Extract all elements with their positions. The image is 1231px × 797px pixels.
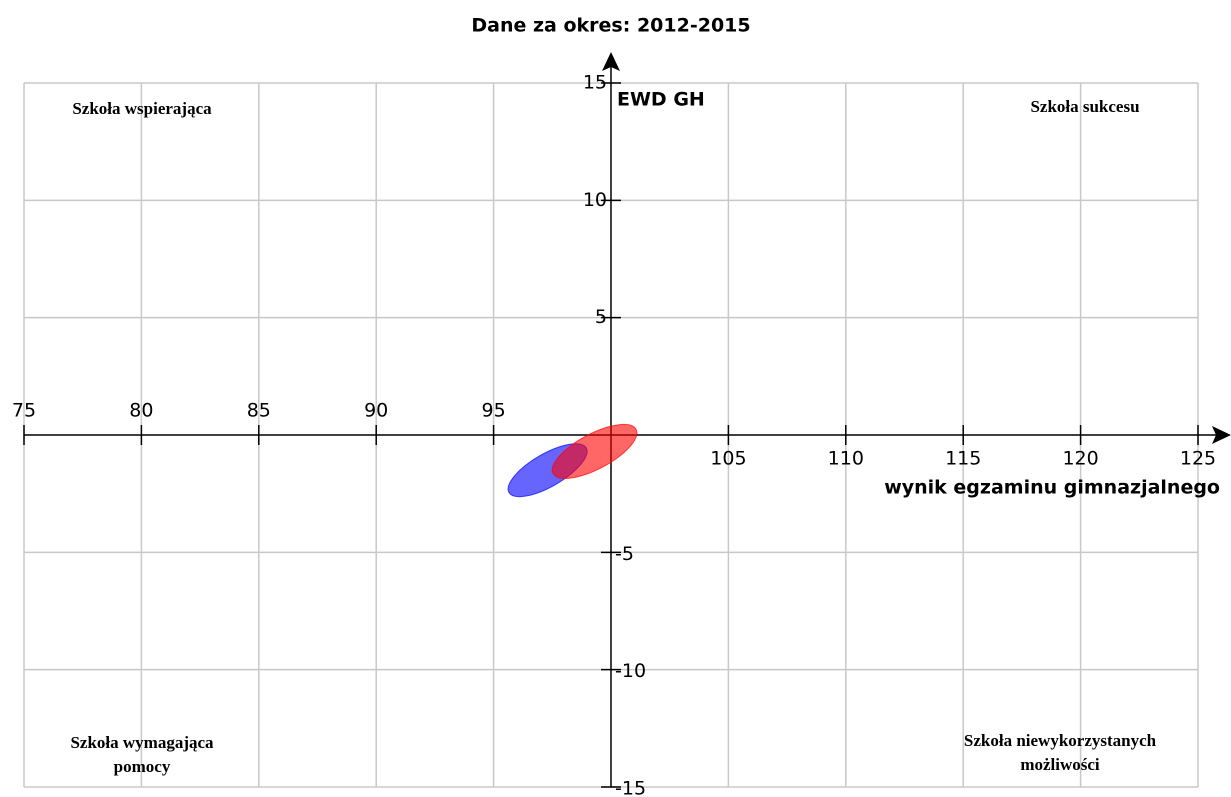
x-tick-label: 120 xyxy=(1062,448,1098,470)
x-axis-arrow xyxy=(1212,426,1231,444)
quadrant-label: pomocy xyxy=(114,757,171,776)
x-tick-label: 105 xyxy=(710,448,746,470)
quadrant-label: Szkoła niewykorzystanych xyxy=(964,731,1157,750)
y-tick-label: 10 xyxy=(583,189,607,211)
quadrant-label: możliwości xyxy=(1020,755,1100,774)
x-tick-label: 115 xyxy=(945,448,981,470)
quadrant-label: Szkoła sukcesu xyxy=(1030,97,1139,116)
y-axis-arrow xyxy=(602,52,620,71)
x-tick-label: 85 xyxy=(247,400,271,422)
x-tick-label: 110 xyxy=(828,448,864,470)
x-tick-label: 75 xyxy=(12,400,36,422)
y-tick-label: -10 xyxy=(615,660,646,682)
x-axis-label: wynik egzaminu gimnazjalnego xyxy=(884,477,1220,499)
y-axis-label: EWD GH xyxy=(617,89,705,111)
x-tick-label: 80 xyxy=(129,400,153,422)
y-tick-label: 15 xyxy=(583,72,607,94)
x-tick-label: 95 xyxy=(482,400,506,422)
confidence-ellipse xyxy=(551,423,638,479)
y-tick-label: -5 xyxy=(615,543,634,565)
y-tick-label: -15 xyxy=(615,778,646,797)
quadrant-label: Szkoła wspierająca xyxy=(72,99,212,118)
quadrant-label: Szkoła wymagająca xyxy=(70,733,214,752)
x-tick-label: 125 xyxy=(1180,448,1216,470)
x-tick-label: 90 xyxy=(364,400,388,422)
y-tick-label: 5 xyxy=(595,306,607,328)
chart-title: Dane za okres: 2012-2015 xyxy=(471,15,750,37)
